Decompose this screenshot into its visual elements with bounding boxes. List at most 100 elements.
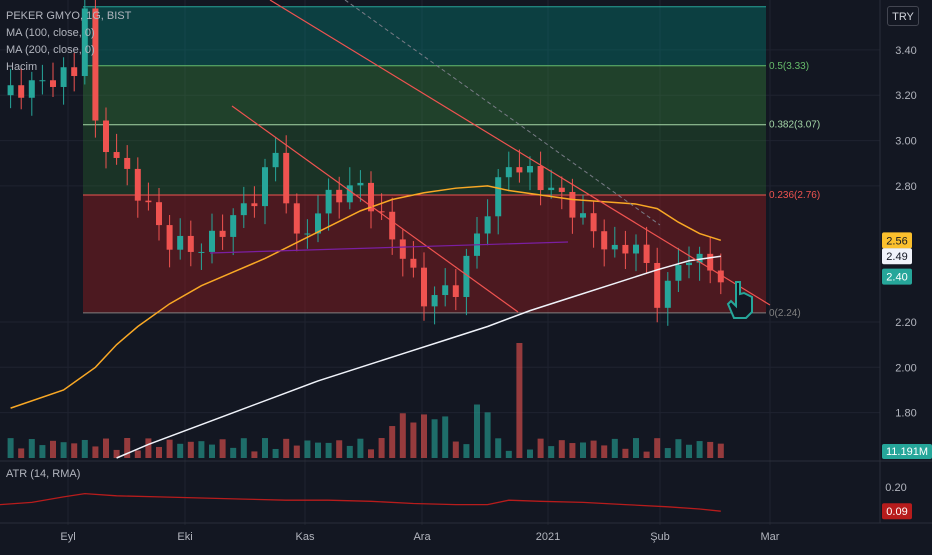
candle-body	[315, 213, 321, 234]
candle-body	[71, 67, 78, 77]
price-tag-label: 2.49	[886, 251, 907, 263]
atr-value-tag	[882, 503, 912, 520]
volume-bar	[219, 439, 226, 458]
candle-body	[336, 189, 343, 203]
volume-bar	[103, 438, 109, 458]
candle-body	[431, 295, 438, 307]
legend-atr: ATR (14, RMA)	[6, 468, 81, 480]
x-tick-label: Şub	[650, 531, 670, 543]
candle-body	[209, 230, 215, 252]
candle-body	[240, 203, 247, 216]
volume-bar	[558, 440, 565, 458]
legend-ma100: MA (100, close, 0)	[6, 27, 95, 39]
volume-bar	[7, 438, 14, 458]
candle-body	[601, 231, 608, 250]
trend-line	[269, 0, 771, 306]
candle-body	[60, 67, 67, 87]
candle-body	[633, 244, 639, 254]
volume-bar	[495, 438, 502, 458]
candle-body	[537, 166, 544, 191]
x-tick-label: Mar	[761, 531, 780, 543]
ma100-line	[10, 185, 722, 409]
price-tag	[882, 232, 912, 249]
volume-bar	[505, 450, 512, 458]
volume-bar	[633, 438, 639, 458]
y-tick-label: 3.40	[895, 45, 916, 57]
volume-tag-label: 11.191M	[886, 446, 928, 458]
volume-bar	[664, 448, 671, 458]
candle-body	[717, 270, 724, 283]
candle-body	[389, 211, 396, 240]
volume-bar	[442, 416, 449, 458]
volume-bar	[421, 414, 427, 458]
volume-bar	[134, 450, 141, 458]
candle-body	[113, 152, 120, 158]
atr-tick-label: 0.20	[885, 482, 906, 494]
legend-ma200: MA (200, close, 0)	[6, 44, 95, 56]
price-tag-label: 2.40	[886, 272, 907, 284]
currency-button[interactable]: TRY	[887, 6, 919, 26]
atr-value-label: 0.09	[886, 506, 907, 518]
candle-body	[81, 8, 88, 77]
candle-body	[527, 166, 533, 173]
candle-body	[654, 262, 661, 308]
volume-bar	[696, 441, 703, 458]
volume-bar	[643, 451, 650, 458]
volume-bar	[537, 438, 544, 458]
volume-bar	[209, 444, 215, 458]
candle-body	[707, 253, 714, 271]
candle-body	[463, 255, 470, 298]
candle-body	[18, 85, 25, 98]
candle-body	[675, 265, 682, 281]
fib-zone	[83, 65, 766, 125]
candle-body	[410, 258, 417, 268]
volume-bar	[601, 445, 608, 458]
trend-line	[344, 0, 661, 226]
fib-level-label: 0(2.24)	[769, 308, 801, 319]
legend-volume: Hacim	[6, 61, 38, 73]
volume-bar	[654, 438, 661, 458]
x-tick-label: Ara	[413, 531, 431, 543]
volume-bar	[272, 448, 279, 458]
volume-bar	[516, 343, 523, 458]
volume-tag	[882, 444, 932, 459]
volume-bar	[410, 422, 417, 458]
volume-bar	[431, 419, 438, 458]
volume-bar	[283, 438, 290, 458]
volume-bar	[548, 446, 555, 458]
volume-bar	[325, 442, 332, 458]
atr-line	[0, 492, 721, 512]
candle-body	[368, 182, 374, 212]
candle-body	[442, 285, 449, 296]
volume-bar	[240, 438, 247, 458]
candle-body	[7, 85, 14, 96]
volume-bar	[315, 442, 321, 458]
candle-body	[28, 80, 35, 98]
y-tick-label: 2.80	[895, 181, 916, 193]
volume-bar	[569, 443, 576, 458]
candle-body	[558, 187, 565, 192]
volume-bar	[304, 440, 311, 458]
candle-body	[283, 152, 290, 204]
candle-body	[177, 235, 184, 250]
volume-bar	[293, 445, 300, 458]
x-tick-label: Eki	[177, 531, 192, 543]
candle-body	[696, 253, 703, 263]
volume-bar	[177, 443, 184, 458]
candle-body	[378, 211, 385, 213]
candle-body	[92, 8, 99, 121]
candle-body	[580, 213, 586, 218]
volume-bar	[124, 438, 131, 458]
price-tag	[882, 248, 912, 265]
volume-bar	[230, 447, 237, 458]
volume-bar	[166, 439, 173, 458]
volume-bar	[145, 438, 152, 458]
candle-body	[495, 177, 502, 217]
candle-body	[124, 157, 131, 169]
volume-bar	[484, 412, 491, 458]
price-tag	[882, 268, 912, 285]
candle-body	[262, 167, 268, 207]
candle-body	[452, 285, 459, 298]
